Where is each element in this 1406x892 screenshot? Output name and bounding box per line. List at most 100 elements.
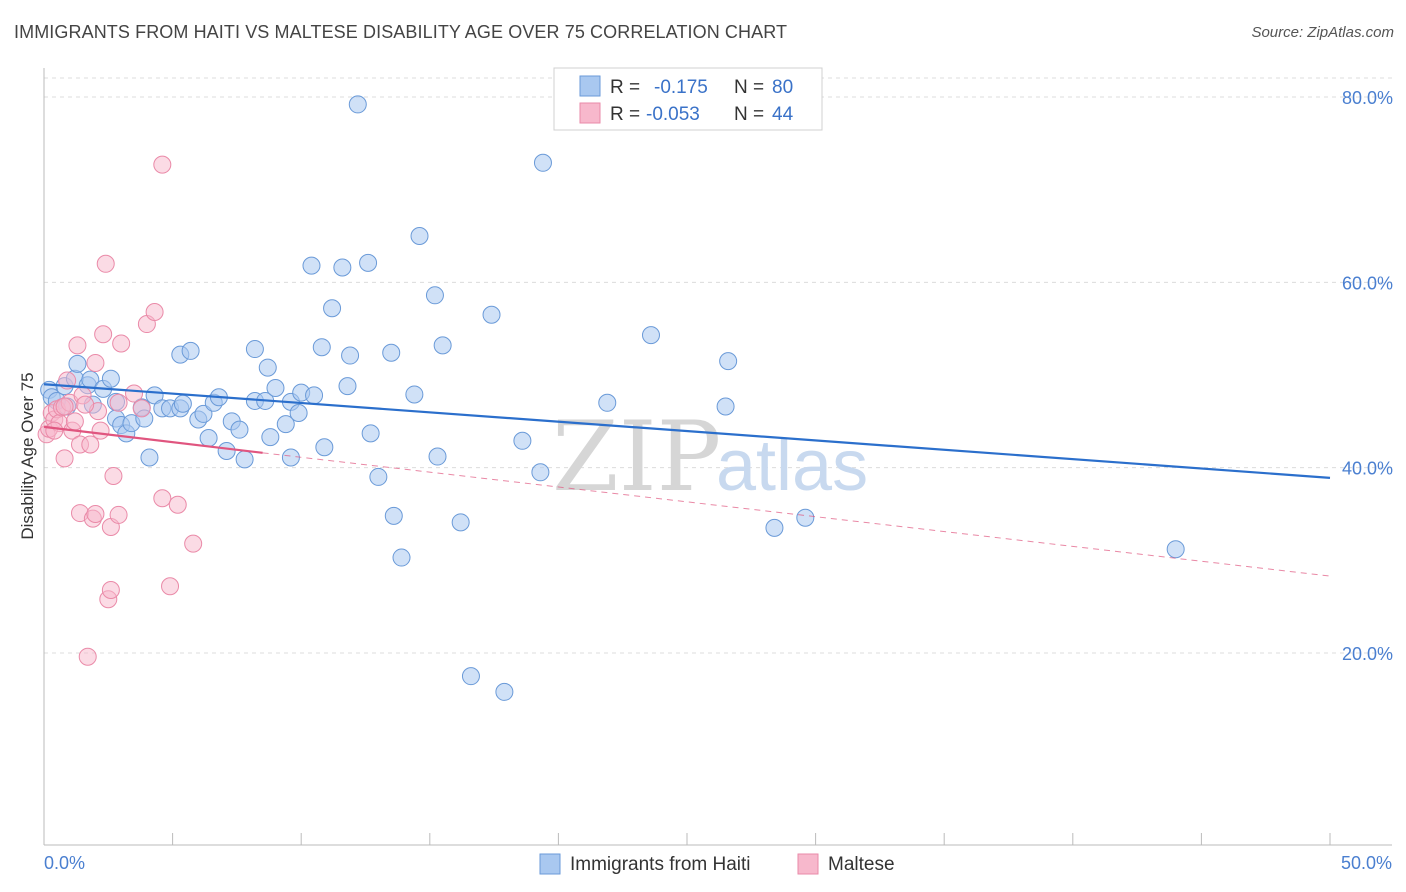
maltese-point: [68, 336, 87, 355]
maltese-point: [132, 399, 151, 418]
maltese-point: [65, 412, 84, 431]
series-legend: Immigrants from Haiti Maltese: [539, 853, 895, 875]
haiti-point: [348, 95, 367, 114]
maltese-point: [78, 647, 97, 666]
haiti-trend-line: [43, 383, 1331, 479]
haiti-point: [719, 352, 738, 371]
haiti-point: [289, 403, 308, 422]
haiti-point: [482, 305, 501, 324]
haiti-point: [194, 404, 213, 423]
x-tick-label-min: 0.0%: [44, 853, 85, 873]
haiti-point: [276, 415, 295, 434]
haiti-point: [261, 428, 280, 447]
correlation-legend: R = -0.175 N = 80 R = -0.053 N = 44: [553, 67, 823, 131]
y-tick-labels: 20.0% 40.0% 60.0% 80.0%: [1342, 88, 1393, 664]
legend-swatch-haiti: [579, 75, 601, 97]
watermark-zip: ZIP: [552, 401, 721, 513]
haiti-point: [405, 385, 424, 404]
grid-lines: [44, 77, 1392, 654]
haiti-point: [68, 354, 87, 373]
haiti-point: [338, 377, 357, 396]
haiti-point: [315, 438, 334, 457]
maltese-point: [125, 384, 144, 403]
haiti-point: [235, 450, 254, 469]
chart-source: Source: ZipAtlas.com: [1251, 24, 1394, 41]
maltese-point: [153, 489, 172, 508]
haiti-point: [312, 338, 331, 357]
maltese-point: [94, 325, 113, 344]
haiti-point: [433, 336, 452, 355]
haiti-point: [323, 299, 342, 318]
haiti-point: [302, 256, 321, 275]
y-tick-label: 40.0%: [1342, 459, 1393, 479]
chart-title: IMMIGRANTS FROM HAITI VS MALTESE DISABIL…: [14, 22, 788, 42]
maltese-point: [145, 302, 164, 321]
haiti-point: [140, 448, 159, 467]
haiti-point: [513, 431, 532, 450]
bottom-legend-label-haiti: Immigrants from Haiti: [570, 854, 751, 875]
maltese-point: [168, 495, 187, 514]
maltese-point: [86, 353, 105, 372]
legend-swatch-maltese: [579, 102, 601, 124]
watermark: ZIP atlas: [552, 401, 868, 513]
haiti-point: [217, 441, 236, 460]
haiti-point: [410, 227, 429, 245]
legend-n-label-haiti: N =: [734, 77, 764, 98]
haiti-point: [341, 346, 360, 365]
maltese-point: [81, 435, 100, 454]
haiti-point: [181, 341, 200, 360]
bottom-legend-swatch-haiti: [539, 853, 561, 875]
legend-r-value-haiti: -0.175: [654, 77, 708, 98]
axes: [43, 68, 1392, 846]
maltese-trend-extension: [262, 452, 1331, 577]
series-haiti-points: [40, 95, 1185, 701]
x-axis-ticks: [172, 833, 1331, 845]
haiti-point: [369, 467, 388, 486]
haiti-point: [305, 386, 324, 405]
maltese-point: [153, 155, 172, 174]
y-tick-label: 80.0%: [1342, 88, 1393, 108]
legend-r-label-maltese: R =: [610, 104, 640, 125]
haiti-point: [765, 518, 784, 537]
haiti-point: [245, 340, 264, 359]
haiti-point: [384, 506, 403, 525]
haiti-point: [199, 429, 218, 448]
legend-n-value-haiti: 80: [772, 77, 793, 98]
maltese-point: [112, 334, 131, 353]
haiti-point: [531, 463, 550, 482]
haiti-point: [1166, 540, 1185, 559]
legend-n-value-maltese: 44: [772, 104, 794, 125]
maltese-point: [45, 421, 64, 440]
haiti-point: [428, 447, 447, 466]
haiti-point: [281, 448, 300, 467]
haiti-point: [333, 258, 352, 277]
maltese-point: [96, 254, 115, 273]
maltese-point: [109, 505, 128, 524]
bottom-legend-swatch-maltese: [797, 853, 819, 875]
bottom-legend-label-maltese: Maltese: [828, 854, 895, 875]
haiti-point: [533, 153, 552, 172]
haiti-point: [425, 286, 444, 305]
legend-r-value-maltese: -0.053: [646, 104, 700, 125]
haiti-point: [230, 420, 249, 439]
maltese-point: [76, 395, 95, 414]
series-maltese-points: [37, 155, 203, 666]
maltese-point: [55, 397, 74, 416]
haiti-point: [258, 358, 277, 377]
haiti-point: [361, 424, 380, 443]
haiti-point: [266, 378, 285, 397]
haiti-point: [173, 394, 192, 413]
trend-lines: [43, 383, 1331, 577]
haiti-point: [598, 393, 617, 412]
haiti-point: [101, 369, 120, 388]
y-tick-label: 20.0%: [1342, 644, 1393, 664]
maltese-point: [101, 580, 120, 599]
x-tick-label-max: 50.0%: [1341, 853, 1392, 873]
maltese-point: [55, 449, 74, 468]
haiti-point: [359, 253, 378, 272]
haiti-point: [451, 513, 470, 532]
y-axis-label: Disability Age Over 75: [18, 372, 37, 539]
maltese-point: [86, 505, 105, 523]
maltese-point: [184, 534, 203, 553]
